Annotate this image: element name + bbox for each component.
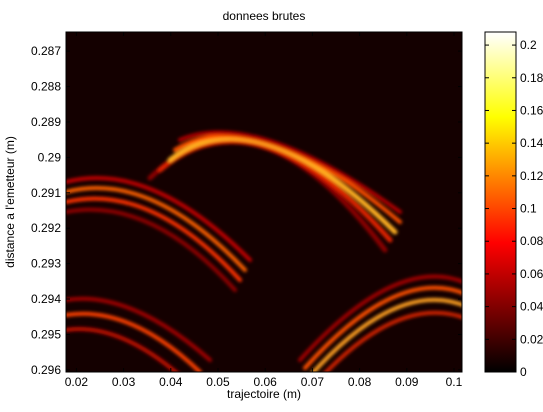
y-tick-label: 0.288 [31, 80, 61, 94]
colorbar-tick-label: 0.1 [520, 202, 537, 216]
x-tick-label: 0.04 [159, 375, 183, 389]
x-axis-label: trajectoire (m) [227, 387, 301, 401]
x-tick-label: 0.09 [395, 375, 419, 389]
colorbar-tick-label: 0.06 [520, 267, 543, 281]
x-tick-label: 0.1 [446, 375, 463, 389]
y-axis-label: distance a l'emetteur (m) [3, 136, 17, 268]
x-tick-label: 0.02 [65, 375, 89, 389]
chart-title: donnees brutes [223, 9, 306, 23]
y-tick-label: 0.296 [31, 363, 61, 377]
heatmap-image [66, 32, 462, 372]
colorbar [484, 31, 517, 373]
x-tick-label: 0.05 [206, 375, 230, 389]
colorbar-tick-label: 0.08 [520, 234, 543, 248]
y-tick-label: 0.289 [31, 115, 61, 129]
colorbar-tick-label: 0.02 [520, 332, 543, 346]
colorbar-tick-label: 0.18 [520, 71, 543, 85]
y-tick-label: 0.291 [31, 186, 61, 200]
x-tick-label: 0.08 [348, 375, 372, 389]
colorbar-tick-label: 0.14 [520, 136, 543, 150]
colorbar-tick-label: 0.12 [520, 169, 543, 183]
y-tick-label: 0.295 [31, 327, 61, 341]
x-tick-label: 0.06 [254, 375, 278, 389]
y-tick-label: 0.292 [31, 221, 61, 235]
colorbar-tick-label: 0.16 [520, 103, 543, 117]
plot-frame [65, 31, 463, 373]
y-tick-label: 0.294 [31, 292, 61, 306]
x-tick-label: 0.03 [112, 375, 136, 389]
colorbar-tick-label: 0.2 [520, 38, 537, 52]
colorbar-tick-label: 0.04 [520, 300, 543, 314]
y-tick-label: 0.287 [31, 44, 61, 58]
colorbar-tick-label: 0 [520, 365, 527, 379]
x-tick-label: 0.07 [301, 375, 325, 389]
y-tick-label: 0.293 [31, 257, 61, 271]
y-tick-label: 0.29 [38, 150, 62, 164]
